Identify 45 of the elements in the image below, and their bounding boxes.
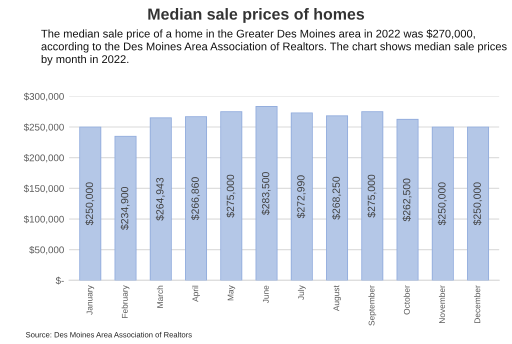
bar: [290, 112, 313, 280]
y-tick-label: $300,000: [24, 92, 64, 102]
y-tick-label: $200,000: [24, 154, 64, 162]
data-label: $234,900: [120, 186, 130, 230]
x-tick-label: November: [438, 285, 446, 323]
data-label: $283,500: [262, 172, 271, 216]
bar: [361, 111, 384, 280]
x-tick-label: August: [333, 285, 341, 312]
bar: [185, 116, 208, 280]
x-tick-label: September: [368, 285, 376, 326]
data-label: $266,860: [191, 177, 200, 220]
x-tick-label: January: [86, 285, 94, 315]
x-tick-label: July: [298, 285, 306, 300]
y-tick-label: $250,000: [24, 123, 64, 132]
bar: [326, 115, 348, 280]
x-tick-label: March: [156, 286, 164, 308]
x-tick-label: February: [122, 285, 130, 318]
x-tick-label: October: [404, 285, 410, 314]
data-label: $275,000: [226, 174, 236, 218]
data-label: $272,990: [296, 175, 306, 218]
data-label: $250,000: [85, 182, 94, 226]
y-tick-label: $50,000: [29, 246, 64, 254]
y-tick-label: $150,000: [24, 184, 64, 194]
x-tick-label: December: [474, 285, 480, 323]
bar: [220, 111, 242, 280]
bar: [256, 106, 278, 280]
bar: [150, 117, 172, 280]
bar: [432, 126, 454, 280]
bar: [396, 118, 419, 280]
x-tick-label: May: [228, 285, 236, 300]
bar: [114, 136, 137, 280]
y-tick-label: $-: [56, 276, 64, 285]
y-tick-label: $100,000: [24, 215, 64, 224]
bar: [467, 126, 490, 280]
data-label: $250,000: [473, 182, 482, 226]
x-tick-label: April: [192, 286, 200, 302]
chart-subtitle: The median sale price of a home in the Greater Des Moines area in 2022 was $270,000, according to the Des Moines Area Association of Realtors. The chart shows median sale prices by month in 2022.: [41, 29, 507, 66]
data-label: $268,250: [332, 176, 342, 220]
x-tick-label: June: [262, 286, 269, 304]
bar: [79, 126, 102, 280]
data-label: $262,500: [402, 178, 412, 222]
chart-title: Median sale prices of homes: [148, 8, 364, 23]
data-label: $264,943: [156, 178, 165, 221]
data-label: $275,000: [367, 174, 376, 218]
data-label: $250,000: [438, 182, 447, 226]
